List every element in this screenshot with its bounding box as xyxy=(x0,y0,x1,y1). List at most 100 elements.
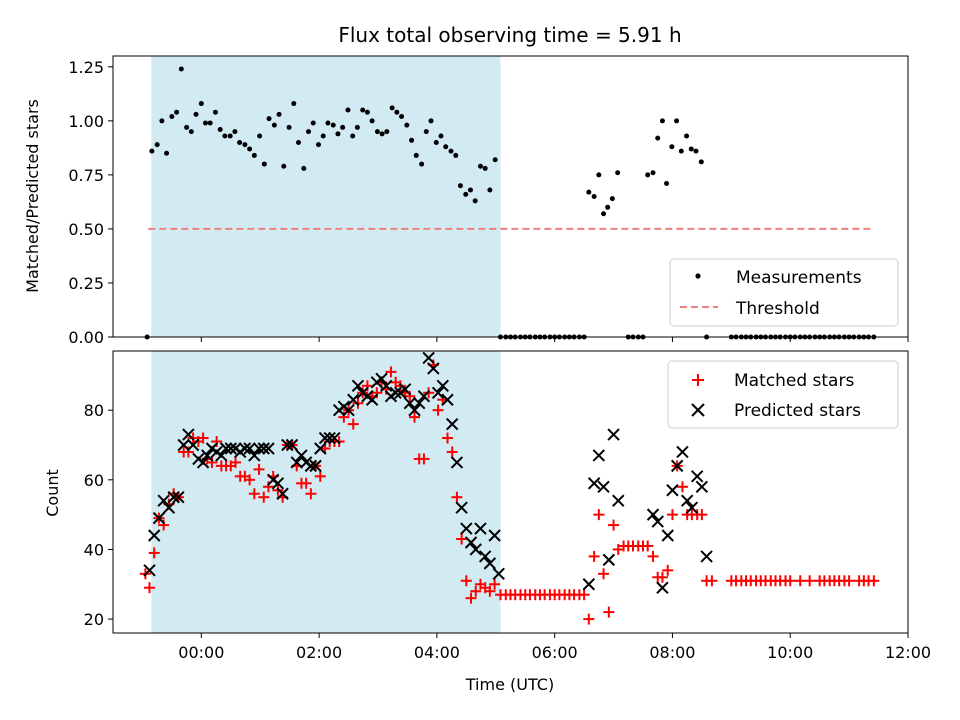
matched-point xyxy=(404,390,416,402)
measurement-point xyxy=(664,181,670,187)
matched-point xyxy=(656,571,668,583)
measurement-point xyxy=(227,133,233,139)
predicted-point xyxy=(167,491,180,504)
predicted-point xyxy=(347,393,360,406)
predicted-point xyxy=(445,417,459,431)
measurement-point xyxy=(369,118,375,124)
top-legend-box xyxy=(669,258,899,327)
predicted-point xyxy=(215,449,228,462)
predicted-point xyxy=(257,442,270,455)
predicted-point xyxy=(685,501,699,514)
predicted-point xyxy=(612,494,625,507)
predicted-point xyxy=(695,480,709,493)
measurement-point xyxy=(306,129,312,135)
predicted-point xyxy=(646,508,660,521)
matched-point xyxy=(441,432,453,444)
bottom-x-tick-label: 06:00 xyxy=(532,643,578,662)
predicted-point xyxy=(607,428,620,441)
measurement-point xyxy=(674,118,680,124)
bottom-legend: Matched stars Predicted stars xyxy=(667,360,899,429)
predicted-point xyxy=(262,442,275,455)
measurement-point xyxy=(286,124,292,130)
matched-point xyxy=(489,578,501,590)
predicted-point xyxy=(243,442,256,455)
predicted-point xyxy=(661,529,674,542)
predicted-point xyxy=(592,449,606,462)
matched-point xyxy=(371,387,383,399)
matched-point xyxy=(432,404,444,416)
bottom-x-tick-label: 00:00 xyxy=(178,643,224,662)
predicted-point xyxy=(455,501,468,514)
predicted-point xyxy=(177,438,190,452)
measurement-point xyxy=(409,137,415,143)
predicted-point xyxy=(469,543,482,556)
matched-point xyxy=(484,585,496,597)
predicted-point xyxy=(431,386,445,399)
measurement-point xyxy=(325,120,331,126)
measurement-point xyxy=(678,148,684,154)
predicted-point xyxy=(186,438,200,452)
bottom-x-tick-label: 04:00 xyxy=(414,643,460,662)
matched-point xyxy=(642,540,654,552)
measurement-point xyxy=(154,142,160,148)
matched-point xyxy=(338,411,350,423)
bottom-y-tick-label: 20 xyxy=(84,610,104,629)
measurement-point xyxy=(222,133,228,139)
top-y-tick-label: 1.00 xyxy=(68,112,104,131)
measurement-point xyxy=(188,129,194,135)
predicted-point xyxy=(403,397,417,410)
measurement-point xyxy=(404,122,410,128)
matched-point xyxy=(804,575,816,587)
predicted-point xyxy=(666,484,679,497)
top-y-tick-label: 0.25 xyxy=(68,274,104,293)
predicted-point xyxy=(157,494,170,507)
predicted-point xyxy=(318,431,332,445)
bottom-y-tick-label: 80 xyxy=(84,401,104,420)
top-y-axis-label: Matched/Predicted stars xyxy=(23,99,42,293)
matched-point xyxy=(305,488,317,500)
measurement-point xyxy=(684,133,690,139)
predicted-point xyxy=(290,456,303,469)
legend-measurements-label: Measurements xyxy=(736,268,862,288)
predicted-point xyxy=(417,390,431,403)
predicted-point xyxy=(342,403,355,417)
measurement-point xyxy=(354,124,360,130)
matched-point xyxy=(418,453,430,465)
top-y-tick-label: 0.75 xyxy=(68,166,104,185)
top-y-tick-label: 0.00 xyxy=(68,328,104,347)
predicted-point xyxy=(680,494,694,507)
predicted-point xyxy=(375,372,388,386)
measurement-point xyxy=(601,211,607,217)
bottom-x-tick-label: 02:00 xyxy=(296,643,342,662)
predicted-point xyxy=(427,362,440,375)
predicted-point xyxy=(281,438,294,452)
legend-measurements-marker xyxy=(695,273,701,279)
measurement-point xyxy=(316,142,322,148)
measurement-point xyxy=(448,148,454,154)
predicted-point xyxy=(276,487,289,500)
legend-threshold-label: Threshold xyxy=(735,299,820,319)
measurement-point xyxy=(443,144,449,150)
predicted-point xyxy=(450,456,464,469)
matched-point xyxy=(314,470,326,482)
matched-point xyxy=(706,575,718,587)
top-plot-area: 0.00 0.25 0.50 0.75 1.00 1.25 xyxy=(68,55,909,347)
measurement-point xyxy=(389,105,395,111)
bottom-x-tick-label: 12:00 xyxy=(885,643,931,662)
bottom-x-tick-label: 08:00 xyxy=(649,643,695,662)
matched-point xyxy=(211,436,223,448)
matched-point xyxy=(409,411,421,423)
matched-point xyxy=(347,418,359,430)
measurement-point xyxy=(433,139,439,145)
measurement-point xyxy=(698,159,704,165)
matched-point xyxy=(197,432,209,444)
measurement-point xyxy=(207,120,213,126)
bottom-x-axis-label: Time (UTC) xyxy=(465,675,554,694)
measurement-point xyxy=(193,111,199,117)
predicted-point xyxy=(422,351,435,365)
measurement-point xyxy=(202,120,208,126)
predicted-point xyxy=(474,522,487,535)
measurement-point xyxy=(149,148,155,154)
measurement-point xyxy=(379,131,385,137)
